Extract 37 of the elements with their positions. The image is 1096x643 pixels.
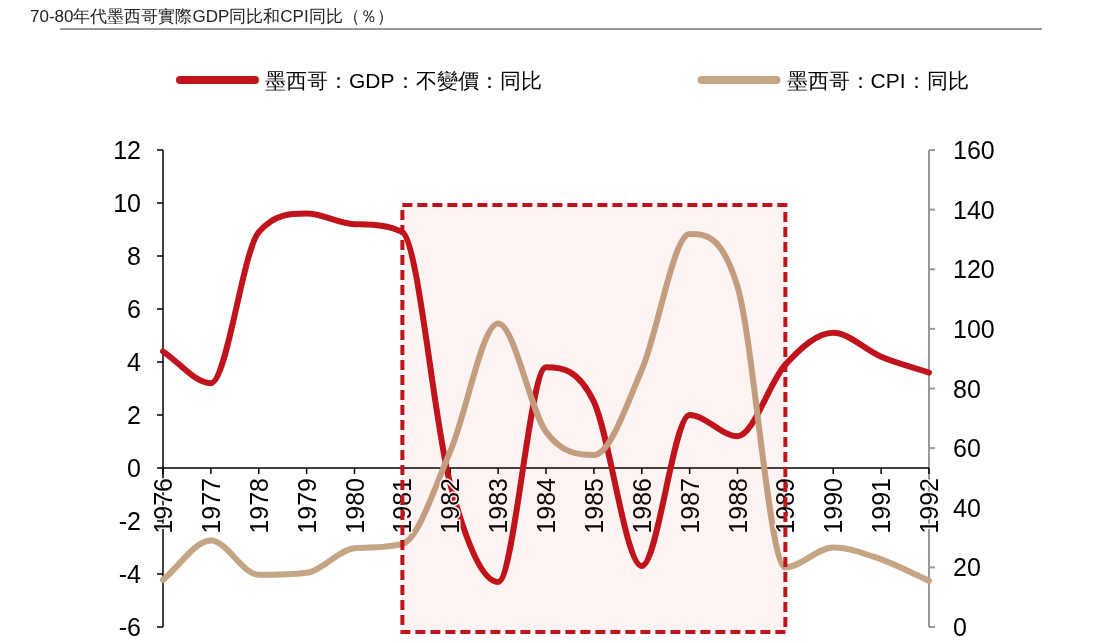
x-tick-label: 1990 — [819, 478, 848, 534]
x-tick-label: 1992 — [915, 478, 943, 534]
x-tick-label: 1984 — [532, 477, 560, 534]
x-tick-label: 1982 — [436, 478, 465, 534]
y-tick-label: -2 — [118, 507, 141, 535]
y2-tick-label: 20 — [953, 553, 981, 582]
legend-label: 墨西哥：GDP：不變價：同比 — [265, 69, 542, 92]
y-tick-label: 12 — [113, 136, 141, 164]
y-tick-label: -4 — [118, 560, 142, 588]
x-tick-label: 1988 — [723, 478, 752, 534]
y2-tick-label: 120 — [953, 255, 995, 284]
y-tick-label: 4 — [127, 348, 142, 376]
x-tick-label: 1987 — [675, 478, 704, 534]
y2-tick-label: 60 — [953, 434, 981, 463]
y2-tick-label: 140 — [953, 195, 995, 224]
y-tick-label: 2 — [127, 401, 141, 429]
y2-tick-label: 40 — [953, 493, 981, 522]
y-tick-label: 6 — [127, 295, 141, 323]
x-tick-label: 1983 — [484, 478, 513, 534]
y2-tick-label: 0 — [953, 613, 967, 641]
x-tick-label: 1977 — [196, 478, 225, 534]
x-tick-label: 1976 — [149, 478, 177, 534]
legend-label: 墨西哥：CPI：同比 — [786, 69, 969, 92]
y-tick-label: 8 — [127, 242, 141, 270]
y-tick-label: -6 — [118, 613, 141, 641]
x-tick-label: 1986 — [627, 478, 656, 534]
y2-tick-label: 100 — [953, 314, 995, 343]
x-tick-label: 1979 — [292, 478, 321, 534]
x-tick-label: 1985 — [579, 478, 608, 534]
chart-title: 70-80年代墨西哥實際GDP同比和CPI同比（％） — [30, 7, 394, 26]
y2-tick-label: 160 — [953, 136, 995, 164]
x-tick-label: 1978 — [244, 478, 273, 534]
x-tick-label: 1980 — [340, 478, 369, 534]
y2-tick-label: 80 — [953, 374, 981, 403]
y-tick-label: 0 — [127, 454, 141, 482]
y-tick-label: 10 — [113, 189, 141, 217]
x-tick-label: 1991 — [867, 478, 896, 534]
